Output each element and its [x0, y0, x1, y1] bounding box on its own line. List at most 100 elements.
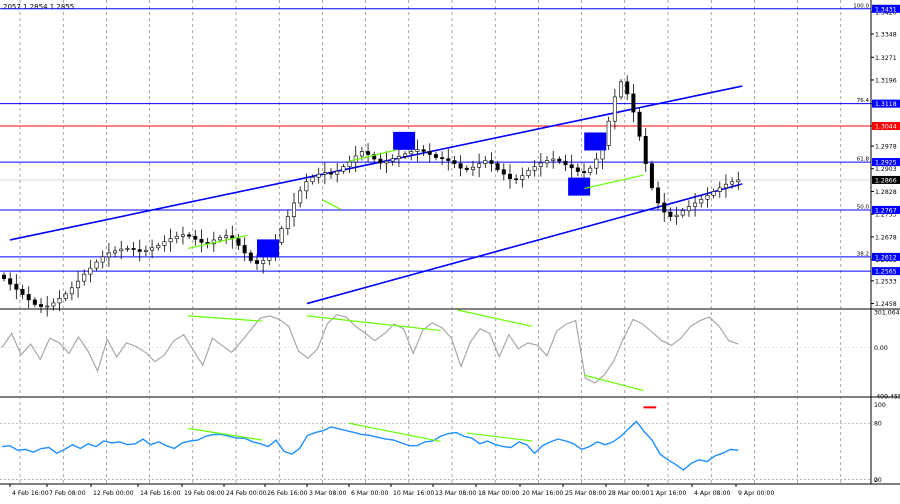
price-tag-label: 1.2925 — [875, 160, 897, 167]
rsi-divergence-line — [466, 432, 533, 442]
rsi-tick-label: 20 — [874, 477, 882, 484]
candle-body — [347, 161, 352, 167]
candle-body — [322, 172, 327, 175]
time-tick-label: 12 Feb 00:00 — [93, 490, 134, 497]
candle-body — [106, 252, 111, 258]
rsi-line — [1, 420, 739, 471]
candle-body — [532, 166, 537, 171]
candle-body — [199, 239, 204, 243]
price-tick-label: 1.3420 — [875, 10, 897, 17]
candle-body — [69, 287, 74, 295]
candle-body — [649, 163, 654, 189]
candle-body — [100, 256, 105, 263]
candle-body — [440, 157, 445, 160]
candle-body — [298, 190, 303, 204]
candle-body — [693, 202, 698, 207]
rsi-tick-label: 100 — [874, 402, 886, 409]
candle-body — [723, 183, 728, 189]
candle-body — [366, 151, 371, 155]
candle-body — [619, 81, 624, 98]
time-tick-label: 18 Mar 00:00 — [478, 490, 519, 497]
price-tag-label: 1.2565 — [875, 269, 897, 276]
candle-body — [119, 248, 124, 252]
candle-body — [8, 278, 13, 285]
rsi-divergence-line — [187, 427, 263, 441]
price-tick-label: 1.2903 — [875, 166, 897, 173]
candle-body — [557, 158, 562, 162]
candle-body — [51, 302, 56, 307]
current-price-label: 1.2866 — [875, 177, 897, 184]
candle-body — [662, 202, 667, 213]
candle-body — [304, 181, 309, 192]
candle-body — [458, 163, 463, 169]
price-tick-label: 1.3271 — [875, 55, 897, 62]
candle-body — [180, 234, 185, 237]
candle-body — [150, 247, 155, 251]
candle-body — [501, 169, 506, 175]
cci-tick-label: 0.00 — [874, 345, 888, 352]
candle-body — [143, 249, 148, 252]
candle-body — [421, 149, 426, 152]
candle-body — [551, 158, 556, 161]
time-tick-label: 7 Feb 08:00 — [49, 490, 86, 497]
fib-level-label: 38.2 — [857, 251, 869, 257]
candle-body — [390, 158, 395, 162]
candle-body — [359, 151, 364, 157]
candle-body — [606, 120, 611, 146]
time-tick-label: 24 Feb 00:00 — [226, 490, 267, 497]
divergence-line — [322, 199, 342, 211]
time-tick-label: 4 Feb 16:00 — [12, 490, 49, 497]
candle-body — [45, 305, 50, 308]
candle-body — [588, 167, 593, 173]
price-tag-label: 1.3044 — [875, 124, 897, 131]
candle-body — [736, 179, 741, 183]
candle-body — [113, 250, 118, 254]
candle-body — [88, 267, 93, 275]
candle-body — [329, 172, 334, 175]
candle-body — [137, 249, 142, 252]
candle-body — [131, 248, 136, 250]
candle-body — [2, 274, 6, 280]
fib-level-label: 50.0 — [857, 204, 870, 210]
candle-body — [384, 160, 389, 164]
candle-body — [403, 153, 408, 157]
candle-body — [507, 173, 512, 180]
candle-body — [335, 170, 340, 175]
candle-body — [705, 195, 710, 200]
candle-body — [187, 234, 192, 237]
candle-body — [168, 238, 173, 243]
candle-body — [446, 158, 451, 161]
candle-body — [631, 93, 636, 113]
candle-body — [156, 245, 161, 249]
candle-body — [415, 149, 420, 152]
rsi-tick-label: 0 — [874, 477, 878, 484]
price-tick-label: 1.2828 — [875, 189, 897, 196]
price-tick-label: 1.2533 — [875, 278, 897, 285]
price-tick-label: 1.3196 — [875, 77, 897, 84]
time-tick-label: 26 Feb 16:00 — [267, 490, 308, 497]
candle-body — [483, 160, 488, 164]
candle-body — [520, 175, 525, 180]
price-tag — [872, 158, 900, 167]
candle-body — [452, 160, 457, 164]
channel-line — [306, 183, 743, 305]
candle-body — [680, 210, 685, 216]
time-tick-label: 3 Mar 08:00 — [309, 490, 346, 497]
fib-level-label: 61.8 — [857, 157, 870, 163]
candle-body — [32, 299, 37, 305]
cci-tick-label: 301.0642 — [874, 310, 900, 317]
candle-body — [514, 178, 519, 181]
candle-body — [248, 252, 253, 261]
candle-body — [686, 206, 691, 211]
candle-body — [656, 187, 661, 204]
candle-body — [76, 280, 81, 289]
signal-box — [568, 177, 591, 196]
time-tick-label: 20 Mar 16:00 — [522, 490, 563, 497]
candle-body — [316, 173, 321, 178]
cci-divergence-line — [584, 374, 644, 392]
price-tag — [872, 252, 900, 261]
candle-body — [63, 293, 68, 299]
price-tag-label: 1.2612 — [875, 254, 897, 261]
